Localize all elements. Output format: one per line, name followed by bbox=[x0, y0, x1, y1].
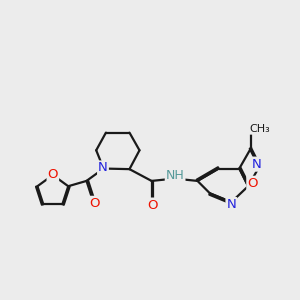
Text: O: O bbox=[147, 199, 158, 212]
Text: N: N bbox=[226, 198, 236, 211]
Text: O: O bbox=[247, 177, 258, 190]
Text: O: O bbox=[48, 168, 58, 181]
Text: O: O bbox=[89, 197, 100, 210]
Text: NH: NH bbox=[166, 169, 184, 182]
Text: N: N bbox=[252, 158, 262, 171]
Text: N: N bbox=[98, 161, 108, 175]
Text: CH₃: CH₃ bbox=[249, 124, 270, 134]
